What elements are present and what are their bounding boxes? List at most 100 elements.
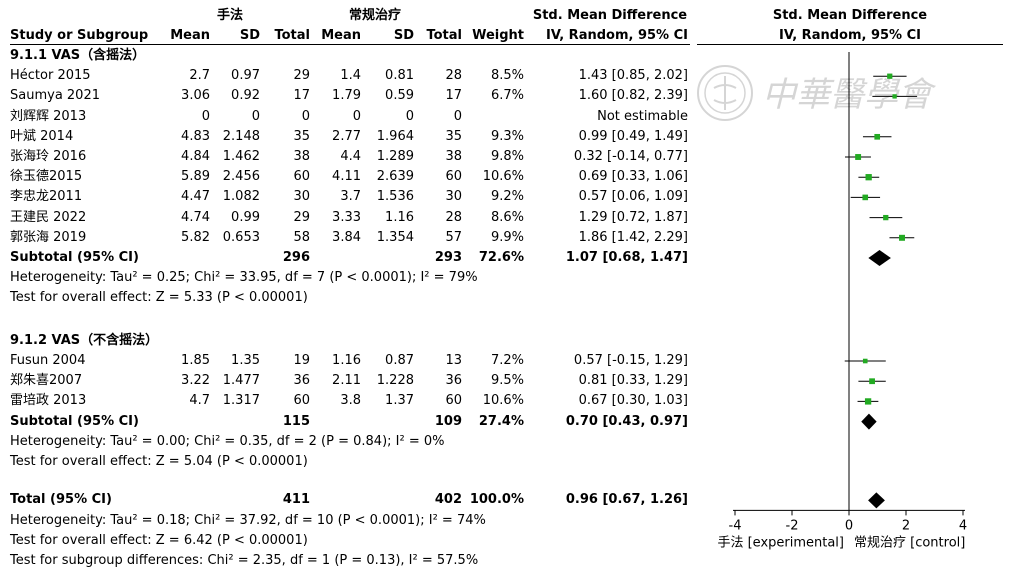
study-mean2: 1.4 [340, 68, 361, 84]
study-sd2: 1.289 [376, 149, 414, 164]
study-mean1: 2.7 [189, 68, 210, 84]
study-n1: 35 [293, 128, 310, 144]
study-marker [899, 234, 905, 241]
subgroup-difference: Test for subgroup differences: Chi² = 2.… [10, 552, 479, 568]
col-mean2: Mean [321, 28, 361, 43]
study-n1: 29 [293, 209, 310, 225]
favours-right-label: 常规治疗 [control] [854, 535, 965, 550]
study-mean2: 3.8 [340, 393, 361, 409]
study-n2: 60 [445, 169, 462, 185]
subtotal-n2: 293 [434, 250, 462, 265]
x-tick-label: 4 [959, 518, 967, 533]
study-weight: 9.8% [490, 149, 524, 164]
study-sd2: 1.228 [376, 373, 414, 389]
plot-header-rule [697, 44, 1003, 45]
study-marker [865, 174, 872, 181]
study-weight: 9.3% [490, 128, 524, 144]
study-mean2: 4.11 [332, 169, 361, 185]
study-name: 叶斌 2014 [10, 128, 74, 144]
study-sd2: 1.37 [385, 393, 414, 409]
study-n2: 57 [445, 229, 462, 245]
study-sd2: 1.354 [376, 229, 414, 245]
study-n1: 36 [293, 373, 310, 389]
study-marker [874, 133, 881, 140]
study-mean1: 3.22 [181, 373, 210, 389]
study-mean2: 3.84 [332, 229, 361, 245]
study-sd2: 1.964 [376, 128, 414, 144]
overall-effect-text: Test for overall effect: Z = 5.04 (P < 0… [10, 454, 308, 470]
study-sd1: 0 [251, 108, 260, 124]
subgroup-title: 9.1.2 VAS（不含摇法） [10, 332, 159, 348]
pooled-diamond [861, 413, 877, 430]
study-n2: 0 [453, 108, 462, 124]
study-marker [862, 194, 869, 201]
x-tick-label: -2 [786, 518, 799, 533]
group1-header: 手法 [216, 8, 243, 23]
study-mean1: 4.47 [181, 189, 210, 205]
study-sd1: 0.97 [231, 68, 260, 84]
header-rule [10, 44, 690, 45]
subtotal-n1: 115 [282, 413, 310, 429]
study-sd2: 2.639 [376, 169, 414, 185]
study-ci: 1.60 [0.82, 2.39] [578, 88, 688, 104]
study-ci: 1.43 [0.85, 2.02] [578, 68, 688, 84]
study-n1: 58 [293, 229, 310, 245]
study-sd1: 0.92 [231, 88, 260, 104]
study-sd1: 1.317 [222, 393, 260, 409]
study-sd1: 2.456 [222, 169, 260, 185]
study-mean1: 5.82 [181, 229, 210, 245]
study-name: Héctor 2015 [10, 68, 91, 84]
total-n2: 402 [434, 492, 462, 508]
subtotal-weight: 72.6% [478, 250, 524, 265]
study-n1: 29 [293, 68, 310, 84]
total-heterogeneity: Heterogeneity: Tau² = 0.18; Chi² = 37.92… [10, 512, 486, 528]
heterogeneity-text: Heterogeneity: Tau² = 0.25; Chi² = 33.95… [10, 270, 478, 286]
col-study: Study or Subgroup [10, 28, 149, 43]
study-mean1: 4.84 [181, 149, 210, 164]
study-n2: 28 [445, 68, 462, 84]
col-sd1: SD [239, 28, 260, 43]
study-sd2: 0.87 [385, 353, 414, 369]
study-weight: 8.5% [490, 68, 524, 84]
study-marker [887, 73, 893, 79]
col-total2: Total [426, 28, 462, 43]
total-label: Total (95% CI) [10, 492, 112, 508]
study-mean2: 0 [352, 108, 361, 124]
study-weight: 10.6% [482, 393, 524, 409]
study-sd2: 1.16 [385, 209, 414, 225]
subtotal-label: Subtotal (95% CI) [10, 413, 139, 429]
study-sd2: 0 [405, 108, 414, 124]
col-sd2: SD [393, 28, 414, 43]
study-n2: 60 [445, 393, 462, 409]
study-sd1: 1.35 [231, 353, 260, 369]
study-marker [892, 94, 897, 99]
study-mean2: 3.7 [340, 189, 361, 205]
subtotal-n1: 296 [282, 250, 310, 265]
study-mean2: 3.33 [332, 209, 361, 225]
x-tick-label: 0 [845, 518, 853, 533]
study-sd2: 0.81 [385, 68, 414, 84]
study-weight: 9.9% [490, 229, 524, 245]
overall-effect-text: Test for overall effect: Z = 5.33 (P < 0… [10, 290, 308, 306]
total-weight: 100.0% [469, 492, 524, 508]
study-name: Saumya 2021 [10, 88, 100, 104]
subgroup-title: 9.1.1 VAS（含摇法） [10, 48, 146, 63]
study-mean1: 1.85 [181, 353, 210, 369]
study-ci: 0.57 [0.06, 1.09] [578, 189, 688, 205]
x-tick-label: 2 [902, 518, 910, 533]
study-mean1: 4.74 [181, 209, 210, 225]
study-n2: 13 [445, 353, 462, 369]
study-mean2: 1.79 [332, 88, 361, 104]
study-weight: 6.7% [490, 88, 524, 104]
study-sd1: 1.477 [222, 373, 260, 389]
study-mean1: 0 [201, 108, 210, 124]
study-mean1: 3.06 [181, 88, 210, 104]
study-marker [883, 214, 889, 221]
subtotal-weight: 27.4% [478, 413, 524, 429]
study-n2: 36 [445, 373, 462, 389]
study-mean2: 1.16 [332, 353, 361, 369]
effect-title: Std. Mean Difference [532, 8, 688, 23]
study-weight: 9.5% [490, 373, 524, 389]
study-mean2: 2.11 [332, 373, 361, 389]
